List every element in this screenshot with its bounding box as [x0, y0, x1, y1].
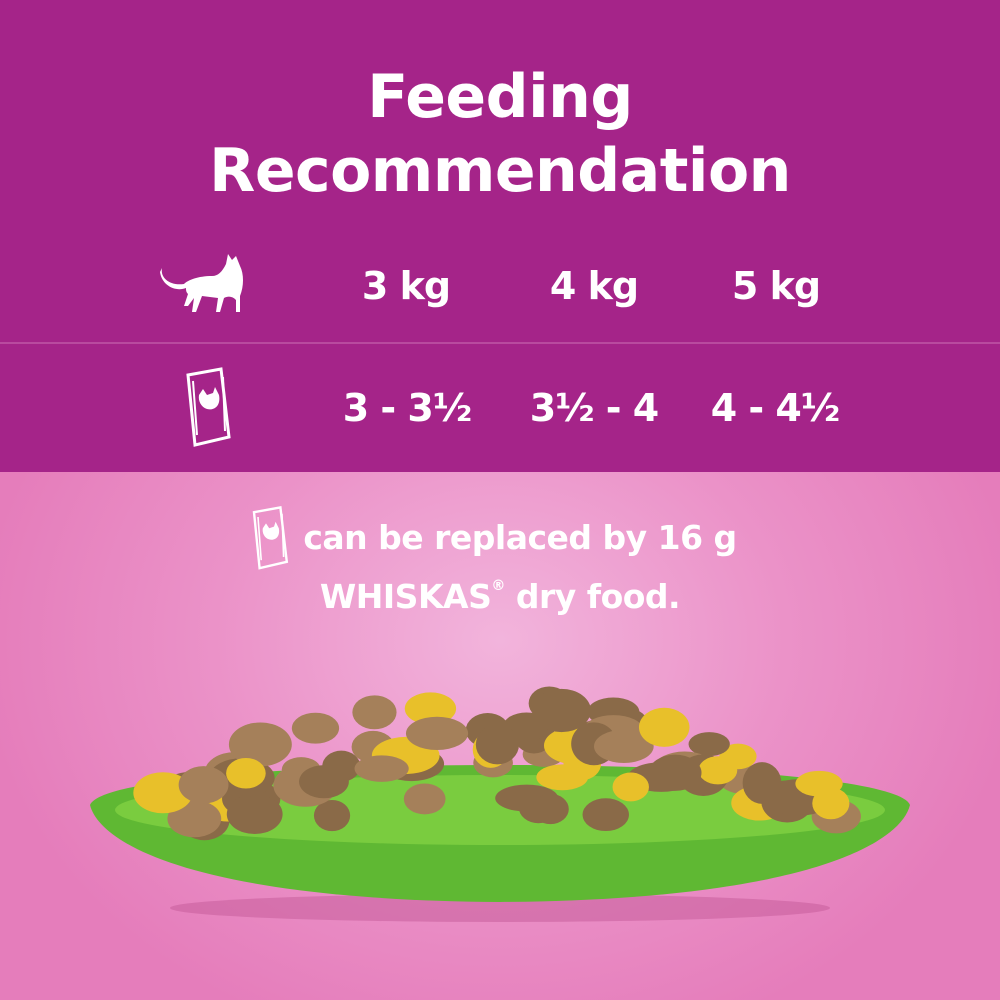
food-chunk — [638, 707, 690, 747]
note-line-2-rest: dry food. — [504, 577, 681, 616]
weight-4kg: 4 kg — [549, 264, 639, 308]
food-chunk — [403, 783, 446, 815]
food-chunk — [404, 692, 457, 725]
food-chunk — [299, 765, 349, 799]
pouch-icon — [186, 367, 231, 447]
portion-4kg: 3½ - 4 — [529, 386, 659, 430]
food-chunk — [795, 770, 843, 797]
food-chunk — [167, 800, 222, 838]
cat-icon — [160, 254, 243, 312]
note-line-1: can be replaced by 16 g — [303, 518, 737, 557]
food-chunk — [688, 732, 730, 757]
food-chunk — [648, 754, 702, 791]
food-chunk — [582, 798, 629, 832]
food-chunk — [226, 757, 266, 789]
title-line-2: Recommendation — [209, 136, 791, 206]
food-plate-image — [90, 686, 910, 922]
pouch-icon — [252, 505, 289, 570]
food-chunk — [226, 794, 283, 835]
food-chunk — [536, 764, 589, 791]
food-chunk — [698, 756, 738, 785]
food-chunk — [612, 772, 649, 802]
food-chunk — [593, 729, 654, 763]
food-chunk — [178, 766, 229, 804]
weight-5kg: 5 kg — [731, 264, 821, 308]
food-chunk — [405, 716, 469, 750]
food-chunk — [313, 799, 351, 832]
note-line-2: WHISKAS® dry food. — [0, 562, 1000, 621]
replacement-note: can be replaced by 16 g WHISKAS® dry foo… — [0, 514, 1000, 621]
table-divider — [0, 342, 1000, 344]
header-panel — [0, 0, 1000, 472]
portion-5kg: 4 - 4½ — [710, 386, 840, 430]
food-chunk — [532, 688, 591, 733]
food-chunk — [352, 695, 397, 730]
registered-mark: ® — [491, 578, 505, 594]
food-chunk — [532, 793, 569, 825]
page-title: Feeding Recommendation — [0, 60, 1000, 208]
brand-name: WHISKAS — [319, 577, 492, 616]
food-chunk — [354, 755, 409, 782]
title-line-1: Feeding — [367, 62, 633, 132]
portion-3kg: 3 - 3½ — [342, 386, 472, 430]
food-chunk — [133, 772, 193, 814]
food-chunk — [742, 762, 782, 804]
food-chunk — [228, 722, 292, 767]
weight-3kg: 3 kg — [361, 264, 451, 308]
food-chunk — [291, 712, 340, 744]
food-chunk — [475, 724, 520, 765]
